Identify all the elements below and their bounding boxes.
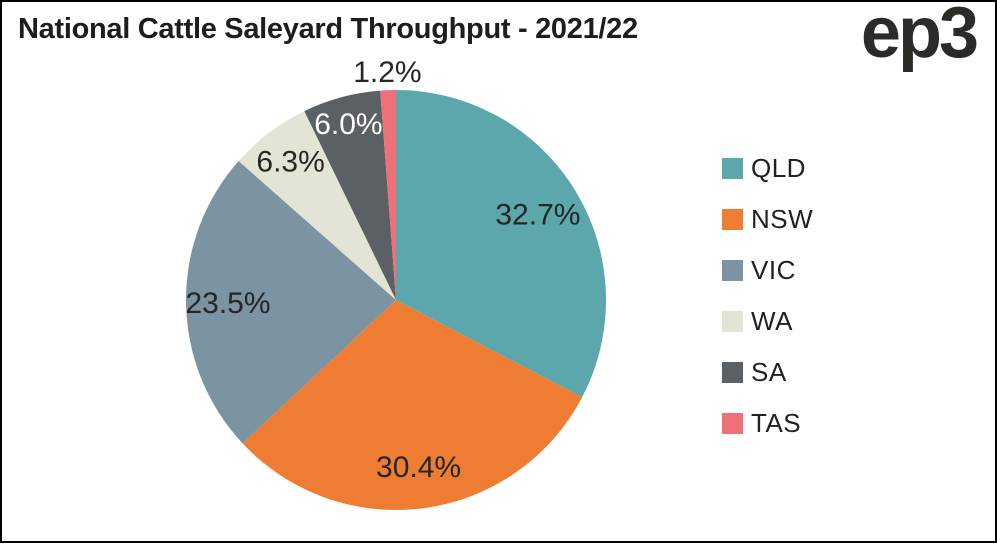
legend-label: SA — [751, 357, 787, 387]
legend-swatch-QLD — [722, 158, 743, 179]
pie-slice-NSW — [242, 300, 583, 511]
legend-label: VIC — [751, 255, 796, 285]
pie-slice-SA — [304, 90, 396, 300]
legend-label: QLD — [751, 153, 806, 183]
ep3-logo: ep3 — [860, 0, 979, 73]
legend: QLD NSW VIC WA SA TAS — [722, 143, 813, 449]
chart-title: National Cattle Saleyard Throughput - 20… — [18, 13, 638, 45]
slice-value-label-SA: 6.0% — [314, 108, 382, 141]
pie-slice-TAS — [380, 90, 396, 300]
legend-swatch-WA — [722, 311, 743, 332]
pie-slice-VIC — [185, 160, 396, 444]
legend-swatch-SA — [722, 362, 743, 383]
legend-swatch-TAS — [722, 413, 743, 434]
pie-slice-WA — [238, 111, 396, 300]
legend-label: WA — [751, 306, 793, 336]
slice-value-label-NSW: 30.4% — [376, 451, 461, 484]
legend-label: NSW — [751, 204, 814, 234]
legend-item-SA: SA — [722, 347, 813, 398]
slice-value-label-VIC: 23.5% — [185, 287, 270, 320]
legend-item-WA: WA — [722, 296, 813, 347]
legend-item-NSW: NSW — [722, 194, 813, 245]
pie-slice-QLD — [396, 89, 607, 398]
slice-value-label-WA: 6.3% — [256, 146, 324, 179]
legend-label: TAS — [751, 408, 802, 438]
legend-item-QLD: QLD — [722, 143, 813, 194]
slice-value-label-QLD: 32.7% — [495, 199, 580, 232]
legend-swatch-VIC — [722, 260, 743, 281]
slice-value-label-TAS: 1.2% — [353, 56, 421, 89]
legend-swatch-NSW — [722, 209, 743, 230]
legend-item-VIC: VIC — [722, 245, 813, 296]
legend-item-TAS: TAS — [722, 398, 813, 449]
